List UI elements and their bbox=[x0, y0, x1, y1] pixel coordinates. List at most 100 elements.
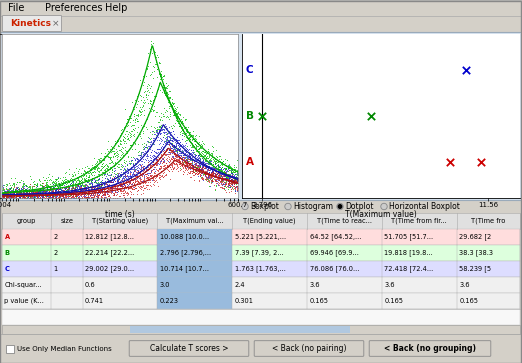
Point bbox=[143, 163, 151, 169]
Point bbox=[48, 189, 56, 195]
Point bbox=[117, 152, 125, 158]
Point bbox=[51, 199, 59, 204]
Point bbox=[25, 195, 33, 201]
Point bbox=[40, 195, 49, 201]
Point bbox=[180, 126, 188, 131]
Point bbox=[149, 181, 158, 187]
Point bbox=[159, 122, 168, 127]
Point bbox=[3, 191, 11, 197]
Point bbox=[223, 168, 231, 174]
Point bbox=[1, 199, 9, 204]
Point bbox=[24, 190, 32, 196]
Point bbox=[49, 192, 57, 197]
Point bbox=[175, 158, 184, 164]
Point bbox=[211, 172, 219, 178]
Point bbox=[142, 153, 150, 159]
Point bbox=[74, 192, 82, 198]
Point bbox=[209, 174, 217, 179]
Point bbox=[102, 185, 110, 191]
Point bbox=[85, 177, 93, 183]
Point bbox=[38, 196, 46, 202]
Point bbox=[54, 178, 62, 184]
Point bbox=[24, 193, 32, 199]
Point bbox=[24, 201, 32, 207]
Point bbox=[103, 154, 112, 159]
Point bbox=[181, 159, 189, 165]
Point bbox=[102, 161, 110, 167]
Point bbox=[180, 131, 188, 137]
Point bbox=[82, 198, 90, 204]
Point bbox=[61, 176, 69, 182]
Point bbox=[115, 179, 124, 185]
Point bbox=[188, 142, 196, 147]
Point bbox=[51, 180, 59, 185]
Point bbox=[101, 189, 110, 195]
Point bbox=[129, 127, 138, 133]
Point bbox=[214, 165, 222, 171]
Point bbox=[115, 147, 124, 153]
Point bbox=[117, 188, 125, 193]
Point bbox=[161, 148, 170, 154]
Point bbox=[78, 196, 86, 201]
Point bbox=[12, 185, 20, 191]
Point bbox=[129, 186, 137, 192]
Point bbox=[76, 171, 85, 176]
Point bbox=[20, 192, 28, 198]
Point bbox=[106, 156, 114, 162]
Point bbox=[67, 177, 75, 183]
Point bbox=[16, 188, 24, 194]
Point bbox=[87, 190, 96, 196]
Point bbox=[134, 162, 142, 168]
Point bbox=[233, 177, 242, 183]
Point bbox=[130, 162, 138, 168]
Point bbox=[147, 183, 156, 189]
Point bbox=[136, 162, 145, 168]
Point bbox=[57, 189, 65, 195]
Point bbox=[182, 116, 190, 122]
Point bbox=[210, 182, 218, 188]
Text: Calculate T scores >: Calculate T scores > bbox=[150, 344, 228, 353]
Point bbox=[55, 189, 64, 195]
Point bbox=[228, 174, 236, 179]
Point bbox=[23, 196, 31, 201]
Point bbox=[180, 164, 188, 170]
Point bbox=[231, 176, 239, 182]
Point bbox=[20, 180, 29, 185]
Point bbox=[153, 137, 161, 143]
Point bbox=[32, 192, 40, 198]
Point bbox=[104, 176, 113, 182]
Point bbox=[124, 185, 132, 191]
Point bbox=[187, 139, 195, 144]
Point bbox=[151, 164, 159, 170]
Point bbox=[79, 190, 88, 196]
Point bbox=[134, 157, 143, 163]
Point bbox=[120, 124, 128, 130]
Point bbox=[138, 130, 147, 135]
Point bbox=[24, 194, 32, 200]
Point bbox=[204, 164, 212, 170]
Point bbox=[118, 149, 126, 155]
Point bbox=[44, 188, 53, 194]
Point bbox=[148, 75, 157, 81]
Point bbox=[151, 61, 160, 67]
Point bbox=[205, 171, 213, 176]
Point bbox=[171, 161, 179, 167]
Point bbox=[29, 200, 38, 206]
Point bbox=[220, 188, 229, 193]
Point bbox=[41, 182, 49, 187]
Point bbox=[182, 157, 191, 163]
Point bbox=[138, 125, 146, 130]
Point bbox=[137, 154, 145, 159]
Point bbox=[3, 189, 11, 195]
Point bbox=[212, 171, 221, 177]
Point bbox=[13, 195, 21, 201]
Point bbox=[194, 140, 203, 146]
Point bbox=[105, 189, 113, 195]
Point bbox=[22, 197, 31, 203]
Point bbox=[73, 177, 81, 183]
Point bbox=[184, 130, 193, 136]
Point bbox=[216, 154, 224, 159]
Point bbox=[69, 180, 78, 186]
Point bbox=[133, 93, 141, 98]
Bar bbox=[2, 277, 520, 293]
